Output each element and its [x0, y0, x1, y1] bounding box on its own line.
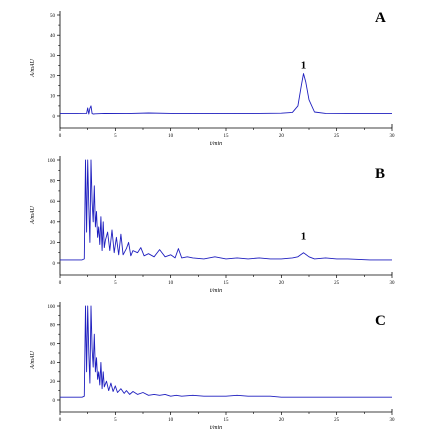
- x-tick-label: 5: [114, 134, 117, 139]
- y-tick-label: 40: [50, 361, 56, 366]
- panel-label: C: [375, 313, 386, 329]
- y-tick-label: 100: [48, 159, 56, 164]
- y-tick-label: 0: [53, 115, 56, 120]
- y-tick-label: 80: [50, 179, 56, 184]
- x-tick-label: 0: [59, 134, 62, 139]
- y-tick-label: 80: [50, 324, 56, 329]
- x-tick-label: 5: [114, 281, 117, 286]
- y-tick-label: 40: [50, 221, 56, 226]
- x-tick-label: 10: [168, 134, 174, 139]
- y-tick-label: 40: [50, 34, 56, 39]
- y-tick-label: 20: [50, 380, 56, 385]
- y-tick-label: 50: [50, 14, 56, 19]
- x-tick-label: 20: [279, 281, 285, 286]
- y-tick-label: 20: [50, 241, 56, 246]
- y-tick-label: 60: [50, 342, 56, 347]
- x-tick-label: 30: [390, 134, 396, 139]
- x-tick-label: 10: [168, 281, 174, 286]
- peak-label: 1: [301, 230, 307, 242]
- x-tick-label: 20: [279, 418, 285, 423]
- x-axis-title: t/min: [210, 288, 222, 294]
- x-tick-label: 0: [59, 418, 62, 423]
- panel-label: B: [375, 166, 385, 182]
- peak-label: 1: [301, 60, 307, 72]
- x-tick-label: 10: [168, 418, 174, 423]
- x-tick-label: 25: [334, 134, 340, 139]
- x-tick-label: 20: [279, 134, 285, 139]
- y-axis-title: A/mAU: [30, 351, 36, 370]
- x-tick-label: 15: [224, 281, 230, 286]
- y-tick-label: 30: [50, 54, 56, 59]
- y-tick-label: 0: [53, 262, 56, 267]
- x-tick-label: 25: [334, 418, 340, 423]
- x-tick-label: 0: [59, 281, 62, 286]
- x-tick-label: 15: [224, 418, 230, 423]
- chromatogram-trace: [60, 159, 392, 261]
- y-tick-label: 20: [50, 74, 56, 79]
- y-tick-label: 0: [53, 399, 56, 404]
- chromatogram-trace: [60, 305, 392, 398]
- x-axis-title: t/min: [210, 141, 222, 147]
- chromatogram-trace: [60, 73, 392, 115]
- y-tick-label: 10: [50, 95, 56, 100]
- x-tick-label: 15: [224, 134, 230, 139]
- panel-label: A: [375, 10, 386, 26]
- x-tick-label: 25: [334, 281, 340, 286]
- x-tick-label: 30: [390, 418, 396, 423]
- y-axis-title: A/mAU: [30, 206, 36, 225]
- y-axis-title: A/mAU: [30, 59, 36, 78]
- y-tick-label: 60: [50, 200, 56, 205]
- x-tick-label: 5: [114, 418, 117, 423]
- x-tick-label: 30: [390, 281, 396, 286]
- y-tick-label: 100: [48, 305, 56, 310]
- x-axis-title: t/min: [210, 425, 222, 431]
